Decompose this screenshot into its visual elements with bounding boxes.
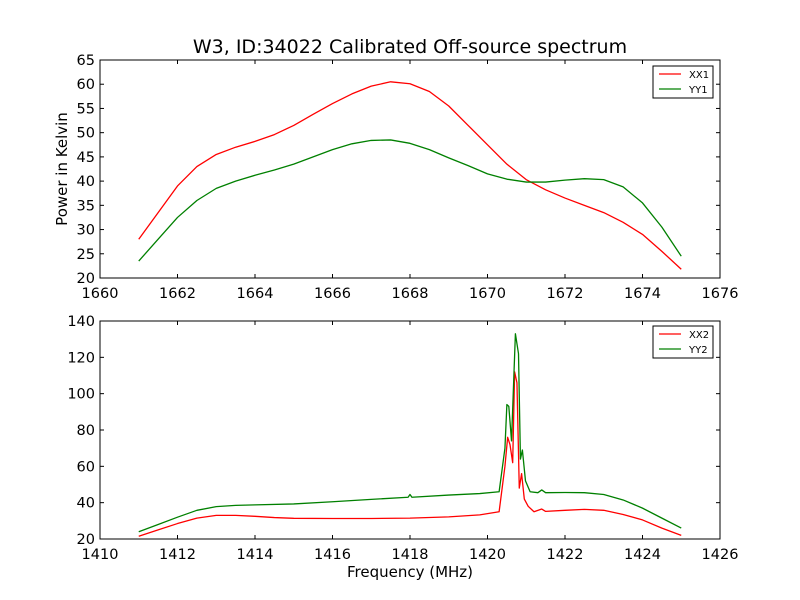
- y-tick-label: 40: [77, 174, 95, 190]
- chart-title: W3, ID:34022 Calibrated Off-source spect…: [193, 36, 627, 58]
- x-tick-label: 1666: [314, 286, 351, 302]
- y-tick-label: 60: [77, 77, 95, 93]
- x-tick-label: 1660: [82, 286, 119, 302]
- y-tick-label: 55: [77, 101, 95, 117]
- x-tick-label: 1424: [624, 547, 661, 563]
- x-tick-label: 1664: [237, 286, 274, 302]
- x-tick-label: 1422: [547, 547, 584, 563]
- x-tick-label: 1668: [392, 286, 429, 302]
- y-tick-label: 30: [77, 223, 95, 239]
- series-line-yy2: [138, 333, 682, 533]
- series-line-xx2: [138, 371, 682, 537]
- bottom-axis-ticks: 1410 1412 1414 1416 1418 1420 1422 1424 1426 20 40…: [67, 314, 738, 563]
- y-tick-label: 100: [67, 387, 95, 403]
- x-tick-label: 1674: [624, 286, 661, 302]
- x-tick-label: 1662: [159, 286, 196, 302]
- y-tick-label: 140: [67, 314, 95, 330]
- top-legend: XX1 YY1: [652, 65, 714, 99]
- x-tick-label: 1418: [392, 547, 429, 563]
- y-tick-label: 20: [77, 271, 95, 287]
- series-line-yy1: [138, 139, 682, 262]
- y-tick-label: 40: [77, 496, 95, 512]
- legend-label-yy1: YY1: [688, 85, 708, 96]
- y-tick-label: 45: [77, 150, 95, 166]
- x-tick-label: 1672: [547, 286, 584, 302]
- series-line-xx1: [138, 81, 682, 270]
- bottom-legend: XX2 YY2: [652, 325, 714, 359]
- y-tick-label: 35: [77, 198, 95, 214]
- y-tick-label: 120: [67, 350, 95, 366]
- legend-label-xx2: XX2: [689, 330, 709, 341]
- x-tick-label: 1426: [702, 547, 739, 563]
- y-axis-label: Power in Kelvin: [53, 112, 71, 226]
- x-tick-label: 1410: [82, 547, 119, 563]
- legend-label-xx1: XX1: [689, 70, 709, 81]
- x-tick-label: 1416: [314, 547, 351, 563]
- x-tick-label: 1420: [469, 547, 506, 563]
- top-axis-ticks: 1660 1662 1664 1666 1668 1670 1672 1674 1676 20 25…: [77, 53, 739, 302]
- y-tick-label: 25: [77, 247, 95, 263]
- top-chart-panel: W3, ID:34022 Calibrated Off-source spect…: [53, 36, 738, 302]
- bottom-plot-lines: [138, 333, 682, 537]
- top-plot-lines: [138, 81, 682, 270]
- x-tick-label: 1676: [702, 286, 739, 302]
- y-tick-label: 80: [77, 423, 95, 439]
- x-axis-label: Frequency (MHz): [347, 563, 473, 581]
- legend-box: [652, 325, 714, 359]
- y-tick-label: 65: [77, 53, 95, 69]
- x-tick-label: 1414: [237, 547, 274, 563]
- bottom-chart-panel: Frequency (MHz) 1410 1412 1414 1416 1418 1420…: [67, 314, 738, 581]
- legend-box: [652, 65, 714, 99]
- legend-label-yy2: YY2: [688, 345, 708, 356]
- x-tick-label: 1670: [469, 286, 506, 302]
- y-tick-label: 20: [77, 532, 95, 548]
- y-tick-label: 50: [77, 126, 95, 142]
- y-tick-label: 60: [77, 459, 95, 475]
- x-tick-label: 1412: [159, 547, 196, 563]
